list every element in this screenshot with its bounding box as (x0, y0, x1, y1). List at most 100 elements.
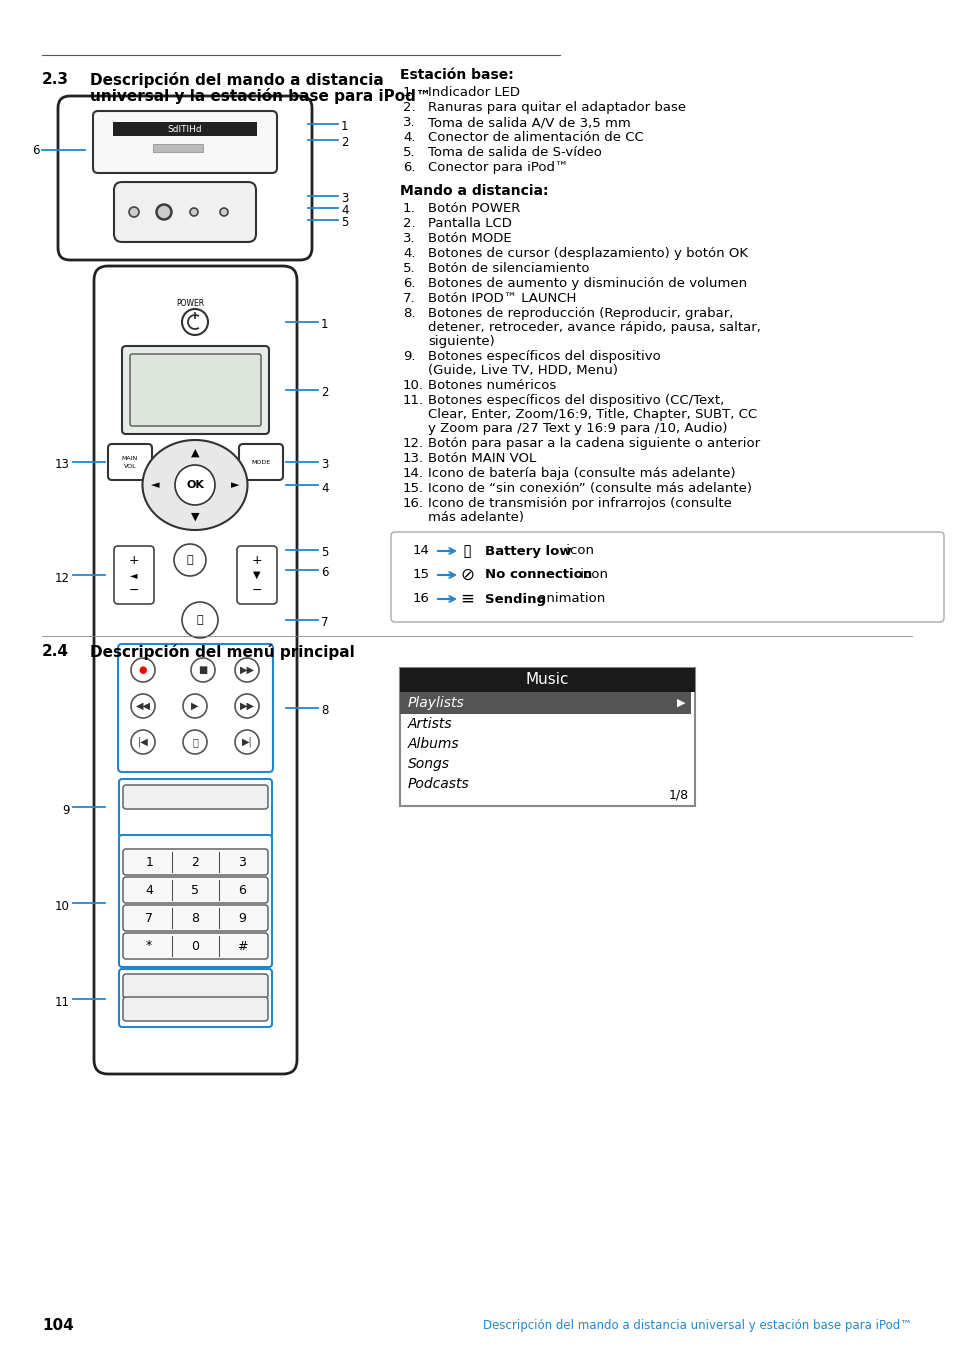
Text: ▶▶: ▶▶ (239, 701, 254, 711)
FancyBboxPatch shape (113, 182, 255, 242)
FancyBboxPatch shape (118, 644, 273, 772)
Text: Albums: Albums (408, 737, 459, 751)
Circle shape (157, 205, 171, 219)
Text: y Zoom para /27 Text y 16:9 para /10, Audio): y Zoom para /27 Text y 16:9 para /10, Au… (428, 423, 727, 435)
Text: universal y la estación base para iPod™: universal y la estación base para iPod™ (90, 88, 431, 104)
Circle shape (234, 730, 258, 755)
Text: Music: Music (525, 672, 569, 687)
Text: 3: 3 (340, 193, 348, 205)
Circle shape (190, 208, 198, 216)
Text: 8: 8 (320, 705, 328, 717)
Text: 13.: 13. (402, 452, 424, 464)
Text: ▶|: ▶| (241, 737, 253, 748)
Text: 5: 5 (192, 883, 199, 896)
Text: Icono de “sin conexión” (consulte más adelante): Icono de “sin conexión” (consulte más ad… (428, 482, 751, 495)
Text: Descripción del mando a distancia: Descripción del mando a distancia (90, 72, 383, 88)
Text: 7.: 7. (402, 292, 416, 305)
Text: Descripción del mando a distancia universal y estación base para iPod™: Descripción del mando a distancia univer… (482, 1319, 911, 1331)
Text: ▶: ▶ (191, 701, 198, 711)
FancyBboxPatch shape (123, 878, 268, 903)
Circle shape (234, 657, 258, 682)
Text: 7: 7 (145, 911, 153, 925)
Ellipse shape (142, 440, 247, 531)
Text: Podcasts: Podcasts (408, 778, 469, 791)
Text: POWER: POWER (175, 298, 204, 308)
Text: Botón POWER: Botón POWER (428, 202, 519, 215)
Text: Conector para iPod™: Conector para iPod™ (428, 161, 568, 174)
Text: ⊘: ⊘ (459, 566, 474, 585)
FancyBboxPatch shape (119, 836, 272, 967)
FancyBboxPatch shape (123, 849, 268, 875)
Text: Conector de alimentación de CC: Conector de alimentación de CC (428, 131, 643, 144)
Text: ►: ► (231, 481, 239, 490)
Text: 11: 11 (55, 995, 70, 1008)
FancyBboxPatch shape (108, 444, 152, 481)
Text: ▲: ▲ (191, 448, 199, 458)
Text: 6.: 6. (402, 277, 416, 290)
Text: 1.: 1. (402, 202, 416, 215)
Text: 2.: 2. (402, 217, 416, 230)
Text: 2: 2 (192, 856, 199, 868)
Text: Botones específicos del dispositivo: Botones específicos del dispositivo (428, 350, 660, 363)
Text: 6.: 6. (402, 161, 416, 174)
Text: Artists: Artists (408, 717, 452, 730)
Text: 1/8: 1/8 (668, 788, 688, 801)
Text: Clear, Enter, Zoom/16:9, Title, Chapter, SUBT, CC: Clear, Enter, Zoom/16:9, Title, Chapter,… (428, 408, 757, 421)
Text: 16: 16 (413, 593, 430, 606)
Bar (112, 122, 256, 136)
FancyBboxPatch shape (391, 532, 943, 622)
Text: Botón IPOD™ LAUNCH: Botón IPOD™ LAUNCH (428, 292, 576, 305)
Text: 2: 2 (320, 386, 328, 400)
Text: 3.: 3. (402, 116, 416, 130)
Text: 🎵: 🎵 (196, 616, 203, 625)
Text: ▶: ▶ (676, 698, 684, 707)
Text: 5: 5 (320, 547, 328, 559)
Circle shape (131, 694, 154, 718)
Text: 3.: 3. (402, 232, 416, 244)
FancyBboxPatch shape (123, 973, 268, 998)
Text: 3: 3 (320, 459, 328, 471)
Text: +: + (129, 554, 139, 567)
Text: 15: 15 (413, 568, 430, 582)
Text: Pantalla LCD: Pantalla LCD (428, 217, 512, 230)
Text: 4.: 4. (402, 131, 416, 144)
Text: ≡: ≡ (459, 590, 474, 608)
Text: 0: 0 (192, 940, 199, 953)
FancyBboxPatch shape (94, 266, 296, 1075)
Text: 1: 1 (320, 319, 328, 332)
Text: −: − (129, 583, 139, 597)
FancyBboxPatch shape (119, 779, 272, 837)
Text: 4: 4 (320, 482, 328, 494)
Text: 14: 14 (413, 544, 430, 558)
Text: ◄: ◄ (151, 481, 159, 490)
Text: 4: 4 (145, 883, 152, 896)
Text: Botones específicos del dispositivo (CC/Text,: Botones específicos del dispositivo (CC/… (428, 394, 723, 406)
Text: icon: icon (561, 544, 594, 558)
Text: Botones de reproducción (Reproducir, grabar,: Botones de reproducción (Reproducir, gra… (428, 306, 733, 320)
Circle shape (131, 657, 154, 682)
Text: ■: ■ (198, 666, 208, 675)
Text: −: − (252, 583, 262, 597)
FancyBboxPatch shape (123, 904, 268, 931)
FancyBboxPatch shape (58, 96, 312, 261)
Text: Songs: Songs (408, 757, 450, 771)
Text: 3: 3 (237, 856, 246, 868)
Text: más adelante): más adelante) (428, 512, 523, 524)
FancyBboxPatch shape (113, 545, 153, 603)
Text: Toma de salida A/V de 3,5 mm: Toma de salida A/V de 3,5 mm (428, 116, 630, 130)
Circle shape (131, 730, 154, 755)
FancyBboxPatch shape (123, 998, 268, 1021)
Text: 5: 5 (340, 216, 348, 230)
Circle shape (183, 730, 207, 755)
Text: Sending: Sending (484, 593, 545, 606)
Text: Botón MODE: Botón MODE (428, 232, 511, 244)
Text: ▼: ▼ (253, 570, 260, 580)
Text: Botones numéricos: Botones numéricos (428, 379, 556, 391)
Text: 4: 4 (340, 204, 348, 217)
Text: 12.: 12. (402, 437, 424, 450)
Text: 16.: 16. (402, 497, 423, 510)
Circle shape (220, 208, 228, 216)
Text: detener, retroceder, avance rápido, pausa, saltar,: detener, retroceder, avance rápido, paus… (428, 321, 760, 333)
Text: 1: 1 (145, 856, 152, 868)
Text: Toma de salida de S-vídeo: Toma de salida de S-vídeo (428, 146, 601, 159)
